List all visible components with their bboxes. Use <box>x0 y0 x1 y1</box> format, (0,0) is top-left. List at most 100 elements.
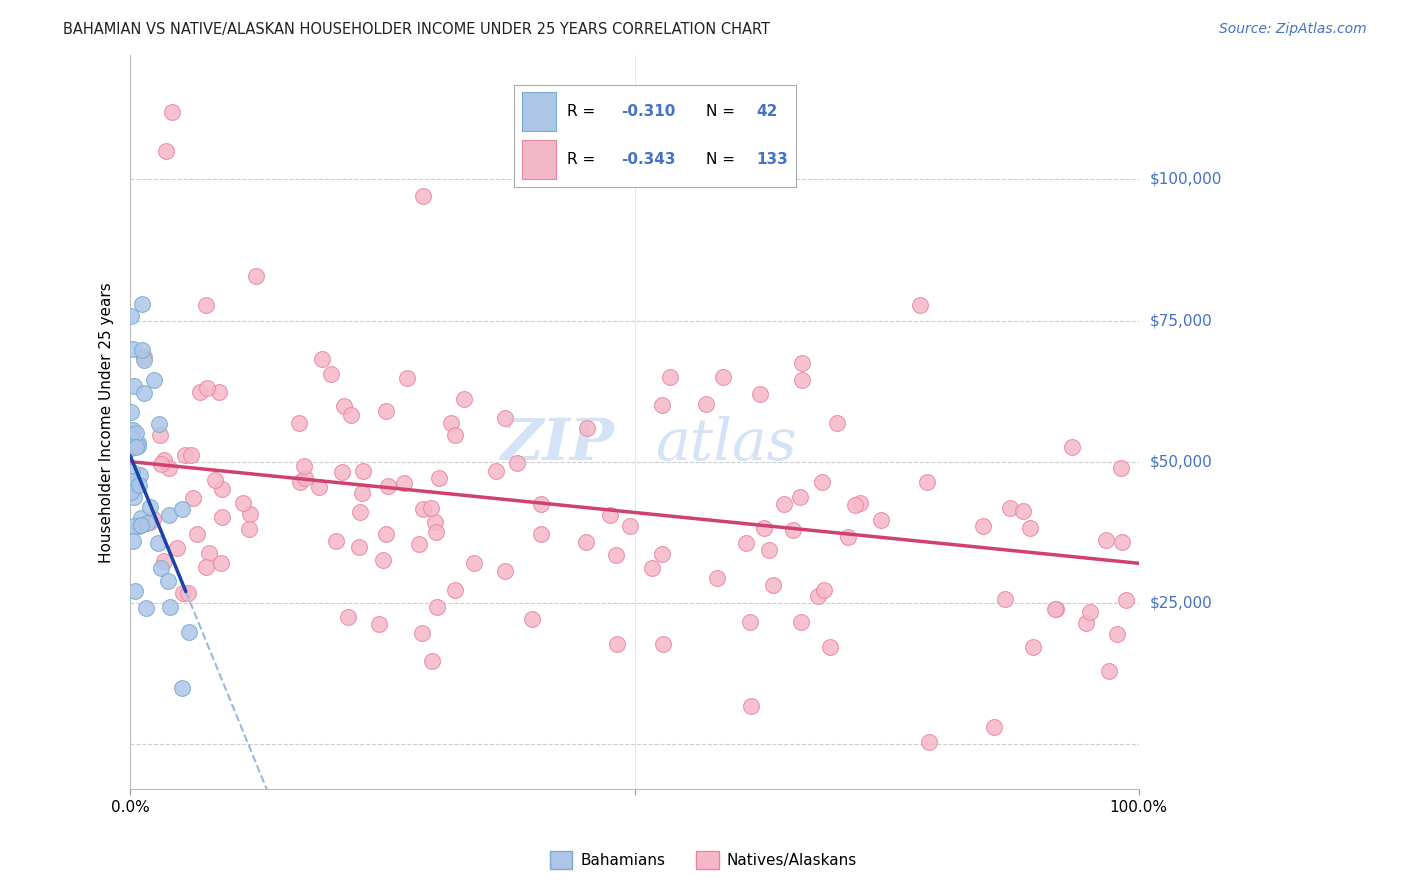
Point <box>506 456 529 470</box>
Point <box>494 565 516 579</box>
Point <box>1011 504 1033 518</box>
Point <box>319 367 342 381</box>
Point <box>128 478 150 492</box>
Point <box>377 479 399 493</box>
Point <box>1000 500 1022 515</box>
Point <box>157 508 180 522</box>
Point <box>172 586 194 600</box>
Point <box>308 480 330 494</box>
Point <box>132 385 155 400</box>
Point <box>232 496 254 510</box>
Point <box>186 526 208 541</box>
Point <box>772 497 794 511</box>
Point <box>142 512 165 526</box>
Point <box>181 491 204 506</box>
Point <box>375 527 398 541</box>
Point <box>792 356 814 370</box>
Point <box>127 439 149 453</box>
Point <box>195 381 218 395</box>
Point <box>790 615 813 630</box>
Point <box>453 392 475 407</box>
Point <box>396 370 419 384</box>
Point <box>807 590 830 604</box>
Point <box>149 561 172 575</box>
Text: $50,000: $50,000 <box>1150 454 1212 469</box>
Point <box>121 342 143 356</box>
Point <box>188 385 211 400</box>
Point <box>195 298 218 312</box>
Point <box>131 296 153 310</box>
Point <box>124 584 146 599</box>
Point <box>1115 593 1137 607</box>
Y-axis label: Householder Income Under 25 years: Householder Income Under 25 years <box>100 282 114 563</box>
Point <box>869 513 891 527</box>
Point <box>209 556 232 570</box>
Point <box>530 497 553 511</box>
Point <box>204 473 226 487</box>
Point <box>120 427 142 442</box>
Point <box>139 515 162 529</box>
Point <box>174 448 197 462</box>
Point <box>837 530 859 544</box>
Point <box>120 474 142 488</box>
Point <box>238 522 260 536</box>
Point <box>122 490 145 504</box>
Text: Source: ZipAtlas.com: Source: ZipAtlas.com <box>1219 22 1367 37</box>
Point <box>127 435 149 450</box>
Point <box>849 496 872 510</box>
Point <box>211 483 233 497</box>
Point <box>790 373 813 387</box>
Point <box>1095 533 1118 547</box>
Point <box>1078 605 1101 619</box>
Point <box>1111 535 1133 549</box>
Point <box>915 475 938 489</box>
Text: $75,000: $75,000 <box>1150 313 1212 328</box>
Point <box>419 500 441 515</box>
Point <box>352 464 374 478</box>
Point <box>122 519 145 533</box>
Point <box>412 189 434 203</box>
Point <box>288 416 311 430</box>
Point <box>392 476 415 491</box>
Point <box>844 499 866 513</box>
Point <box>128 467 150 482</box>
Point <box>440 417 463 431</box>
Point <box>695 397 717 411</box>
Point <box>352 486 374 500</box>
Point <box>1074 615 1097 630</box>
Point <box>121 465 143 479</box>
Point <box>292 458 315 473</box>
Point <box>910 298 932 312</box>
Point <box>134 353 156 368</box>
Point <box>124 440 146 454</box>
Point <box>179 624 201 639</box>
Point <box>426 600 449 615</box>
Point <box>176 586 198 600</box>
Point <box>120 441 142 455</box>
Point <box>444 583 467 598</box>
Text: $100,000: $100,000 <box>1150 172 1222 186</box>
Point <box>738 615 761 629</box>
Point <box>195 559 218 574</box>
Point <box>427 470 450 484</box>
Point <box>918 735 941 749</box>
Point <box>983 720 1005 734</box>
Point <box>121 483 143 498</box>
Point <box>706 571 728 585</box>
Point <box>813 583 835 598</box>
Point <box>748 387 770 401</box>
Point <box>152 453 174 467</box>
Point <box>330 465 353 479</box>
Point <box>170 501 193 516</box>
Point <box>128 518 150 533</box>
Point <box>337 610 360 624</box>
Point <box>1019 521 1042 535</box>
Point <box>347 541 370 555</box>
Point <box>1045 602 1067 616</box>
Point <box>994 592 1017 607</box>
Point <box>411 626 433 640</box>
Point <box>125 426 148 441</box>
Point <box>139 500 162 514</box>
Point <box>135 600 157 615</box>
Point <box>239 507 262 521</box>
